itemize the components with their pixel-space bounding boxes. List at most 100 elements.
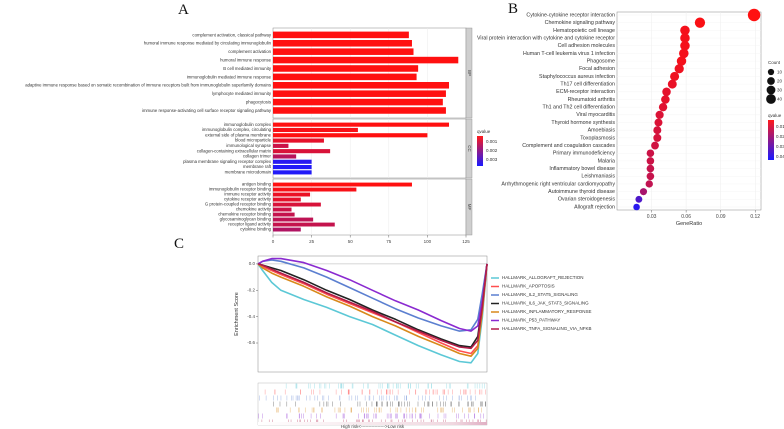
x-tick-label: 0.12 [750, 214, 760, 220]
bar-label: cytokine receptor activity [224, 197, 272, 202]
bar-label: humoral immune response [220, 58, 271, 63]
legend-colorbar [768, 120, 774, 160]
x-axis-title: GeneRatio [676, 221, 702, 227]
rank-gradient [258, 422, 487, 425]
bar [273, 65, 419, 72]
y-axis-title: Enrichment Score [234, 292, 240, 336]
dot-label: Viral myocarditis [576, 112, 615, 118]
bar [273, 107, 446, 114]
dot-label: Cell adhesion molecules [558, 43, 616, 49]
panel-a-bar-chart: BP complement activation, classical pathw… [25, 27, 498, 244]
bar-label: lymphocyte mediated immunity [212, 91, 272, 96]
dot-label: Cytokine-cytokine receptor interaction [526, 12, 615, 18]
dot-label: Rheumatoid arthritis [568, 97, 616, 103]
bar [273, 122, 450, 127]
bar-label: immunoglobulin complex [224, 122, 272, 127]
dot-label: Primary immunodeficiency [553, 151, 615, 157]
dot [667, 79, 677, 89]
bar [273, 138, 324, 143]
dot [633, 203, 640, 211]
es-curve [257, 259, 488, 332]
bar-label: chemokine receptor binding [218, 212, 271, 217]
dot [680, 33, 690, 43]
bar-label: humoral immune response mediated by circ… [144, 41, 272, 46]
bar [273, 48, 414, 55]
bar-label: phagocytosis [246, 100, 271, 105]
x-tick-label: 100 [424, 239, 432, 244]
legend-label: 0.002 [486, 148, 498, 153]
legend-label: 20 [777, 79, 783, 84]
bar [273, 159, 312, 164]
bar [273, 170, 312, 175]
facet-strip [465, 118, 473, 179]
legend-title: Count [768, 60, 781, 65]
legend-label: HALLMARK_INFLAMMATORY_RESPONSE [502, 309, 592, 314]
legend-label: 0.003 [486, 157, 498, 162]
bar-label: complement activation, classical pathway [192, 32, 271, 37]
bar-label: adaptive immune response based on somati… [25, 83, 271, 88]
y-tick-label: -0.6 [247, 340, 255, 345]
dot [674, 64, 684, 74]
legend-label: 0.001 [486, 139, 498, 144]
bar-label: B cell mediated immunity [223, 66, 272, 71]
legend-label: 0.03 [776, 144, 784, 149]
dot-label: Focal adhesion [579, 66, 615, 72]
facet-label: BP [467, 70, 472, 76]
es-curve [257, 263, 488, 357]
dot [646, 157, 655, 165]
dot [639, 188, 648, 196]
dot-label: Inflammatory bowel disease [549, 166, 615, 172]
bar [273, 165, 312, 170]
bar-label: chemokine activity [236, 207, 272, 212]
legend-dot [767, 68, 775, 76]
dot-label: Thyroid hormone synthesis [551, 120, 615, 126]
bar [273, 217, 314, 222]
bar [273, 73, 417, 81]
legend-label: 10 [777, 70, 783, 75]
bar [273, 31, 409, 39]
dot-label: Human T-cell leukemia virus 1 infection [523, 51, 615, 57]
dot [655, 110, 664, 119]
legend-label: HALLMARK_IL2_STAT5_SIGNALING [502, 292, 578, 297]
legend-label: HALLMARK_ALLOGRAFT_REJECTION [502, 275, 584, 280]
bar [273, 149, 331, 154]
dot-label: Phagosome [587, 58, 615, 64]
bar [273, 202, 321, 207]
bar-label: glycosaminoglycan binding [220, 217, 272, 222]
dot-label: Ovarian steroidogenesis [558, 197, 615, 203]
legend-dot [766, 94, 776, 104]
bar [273, 187, 357, 192]
dot [653, 126, 662, 135]
dot [653, 133, 662, 142]
x-tick-label: 0.03 [647, 214, 657, 220]
bar-label: antigen binding [242, 182, 272, 187]
facet-strip [465, 178, 473, 236]
dot [680, 25, 690, 36]
dot [635, 195, 643, 203]
x-tick-label: 75 [386, 239, 392, 244]
facet-strip [465, 27, 473, 119]
bar [273, 127, 358, 133]
x-tick-label: 125 [462, 239, 470, 244]
legend-label: 30 [777, 88, 783, 93]
y-tick-label: -0.2 [247, 287, 255, 292]
rank-axis-label: High risk<---------------->Low risk [341, 424, 405, 429]
y-tick-label: -0.4 [247, 314, 255, 319]
series-legend: HALLMARK_ALLOGRAFT_REJECTION HALLMARK_APO… [491, 275, 592, 331]
dot-label: Toxoplasmosis [580, 135, 615, 141]
dot [651, 141, 659, 150]
x-tick-label: 50 [348, 239, 354, 244]
bar-label: collagen trimer [243, 154, 272, 159]
bar-label: membrane microdomain [225, 169, 272, 174]
legend-label: 40 [777, 97, 783, 102]
hit-strip [257, 382, 488, 426]
dot [679, 48, 689, 59]
es-curve [257, 263, 488, 348]
legend-dot [766, 85, 776, 95]
bar [273, 222, 335, 227]
bar-label: collagen-containing extracellular matrix [197, 148, 272, 153]
bar [273, 143, 289, 148]
